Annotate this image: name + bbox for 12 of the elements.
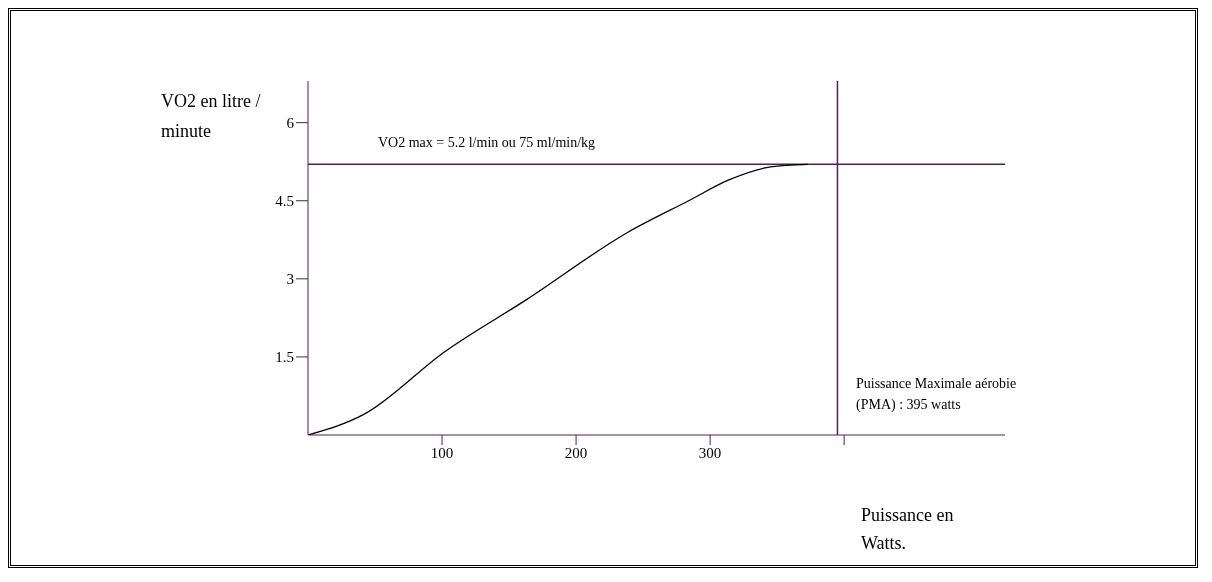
- ref-line-label: VO2 max = 5.2 l/min ou 75 ml/min/kg: [378, 135, 596, 152]
- y-tick-label: 1.5: [275, 349, 294, 366]
- ref-line-label: Puissance Maximale aérobie (PMA) : 395 watts: [856, 374, 1018, 414]
- y-axis-title: VO2 en litre / minute: [161, 90, 262, 143]
- y-tick-label: 3: [286, 271, 294, 288]
- x-axis-title: Puissance en Watts.: [861, 504, 955, 555]
- y-tick-label: 4.5: [275, 193, 294, 210]
- x-tick-label: 300: [698, 444, 722, 461]
- x-tick-label: 100: [430, 444, 454, 461]
- line-series: [308, 163, 809, 435]
- x-tick-label: 200: [564, 444, 588, 461]
- y-tick-label: 6: [286, 114, 295, 131]
